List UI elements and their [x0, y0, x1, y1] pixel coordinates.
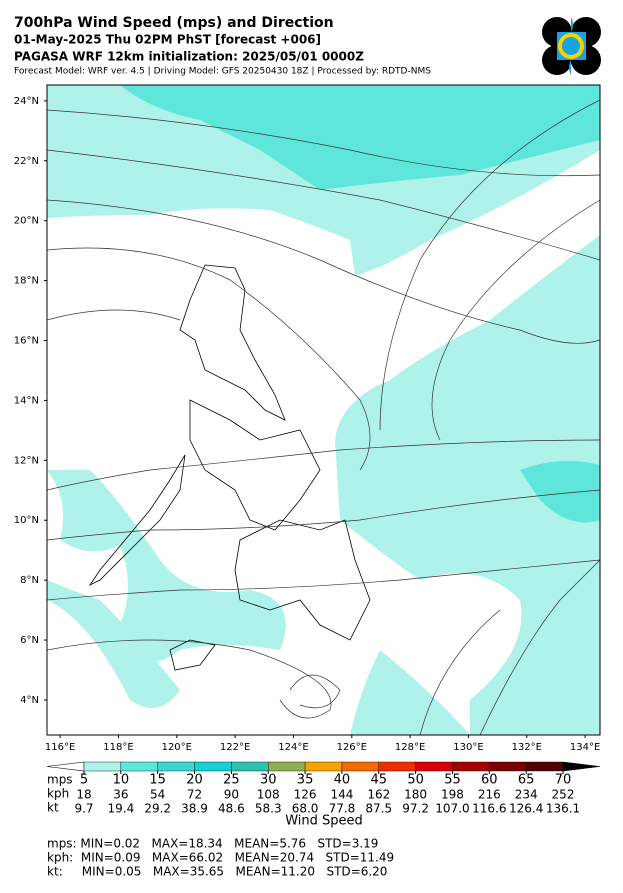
lon-label: 122°E [220, 742, 250, 753]
mps-label: 5 [80, 773, 88, 788]
map [47, 85, 600, 735]
kt-label: 58.3 [255, 802, 282, 816]
colorbar-segment [83, 761, 122, 772]
kt-label: 77.8 [329, 802, 356, 816]
kt-label: 19.4 [107, 802, 134, 816]
stats-line: mps: MIN=0.02 MAX=18.34 MEAN=5.76 STD=3.… [47, 837, 378, 851]
lat-label: 16°N [14, 336, 39, 347]
kph-label: 252 [552, 788, 575, 802]
kph-label: 36 [113, 788, 128, 802]
kt-label: 87.5 [365, 802, 392, 816]
lon-label: 116°E [45, 742, 75, 753]
colorbar-segment [452, 761, 490, 772]
lat-label: 10°N [14, 515, 39, 526]
streamlines [47, 99, 600, 735]
mps-label: 55 [444, 773, 461, 788]
lon-label: 134°E [570, 742, 600, 753]
lat-label: 20°N [14, 216, 39, 227]
stats-line: kph: MIN=0.09 MAX=66.02 MEAN=20.74 STD=1… [47, 851, 394, 865]
mps-label: 30 [260, 773, 277, 788]
lat-label: 22°N [14, 156, 39, 167]
map-frame [46, 84, 601, 736]
colorbar-under [46, 761, 85, 772]
date: 01-May-2025 Thu 02PM PhST [forecast +006… [14, 33, 321, 47]
kt-label: 116.6 [472, 802, 506, 816]
row-label: kt [47, 801, 59, 815]
mps-label: 65 [518, 773, 535, 788]
lon-label: 118°E [103, 742, 133, 753]
kt-label: 68.0 [292, 802, 319, 816]
colorbar-segment [489, 761, 527, 772]
lat-label: 12°N [14, 455, 39, 466]
kph-label: 216 [478, 788, 501, 802]
mps-label: 10 [113, 773, 130, 788]
mps-label: 70 [555, 773, 572, 788]
lat-label: 8°N [20, 575, 39, 586]
mps-label: 25 [223, 773, 240, 788]
kph-label: 198 [441, 788, 464, 802]
mps-label: 40 [334, 773, 351, 788]
kt-label: 107.0 [435, 802, 469, 816]
kt-label: 126.4 [509, 802, 543, 816]
lat-label: 4°N [20, 695, 39, 706]
kph-label: 234 [515, 788, 538, 802]
logo [542, 17, 601, 75]
kt-label: 38.9 [181, 802, 208, 816]
kph-label: 108 [257, 788, 280, 802]
lon-label: 124°E [278, 742, 308, 753]
stats-line: kt: MIN=0.05 MAX=35.65 MEAN=11.20 STD=6.… [47, 865, 387, 879]
lat-label: 14°N [14, 395, 39, 406]
kph-label: 180 [404, 788, 427, 802]
colorbar-segment [304, 761, 343, 772]
mps-label: 45 [370, 773, 387, 788]
mps-label: 35 [297, 773, 314, 788]
mps-label: 60 [481, 773, 498, 788]
row-label: kph [47, 787, 69, 801]
row-label: mps [47, 773, 73, 787]
lon-label: 126°E [337, 742, 367, 753]
lon-label: 132°E [512, 742, 542, 753]
kph-label: 18 [76, 788, 91, 802]
mps-label: 20 [186, 773, 203, 788]
lat-label: 24°N [14, 96, 39, 107]
colorbar-segment [341, 761, 379, 772]
kt-label: 9.7 [74, 802, 93, 816]
colorbar-over [562, 761, 601, 772]
kt-label: 97.2 [402, 802, 429, 816]
colorbar-label: Wind Speed [285, 814, 363, 829]
kph-label: 72 [187, 788, 202, 802]
kt-label: 29.2 [144, 802, 171, 816]
kt-label: 48.6 [218, 802, 245, 816]
colorbar-segment [157, 761, 195, 772]
kph-label: 162 [367, 788, 390, 802]
kph-label: 126 [294, 788, 317, 802]
colorbar-segment [378, 761, 416, 772]
lon-label: 120°E [162, 742, 192, 753]
colorbar-segment [120, 761, 158, 772]
mps-label: 15 [149, 773, 166, 788]
title: 700hPa Wind Speed (mps) and Direction [14, 15, 334, 31]
colorbar-segment [525, 761, 564, 772]
lon-label: 128°E [395, 742, 425, 753]
mps-label: 50 [407, 773, 424, 788]
lat-label: 6°N [20, 635, 39, 646]
lat-label: 18°N [14, 276, 39, 287]
lon-label: 130°E [453, 742, 483, 753]
kph-label: 54 [150, 788, 165, 802]
kph-label: 144 [330, 788, 353, 802]
colorbar-segment [415, 761, 453, 772]
run: PAGASA WRF 12km initialization: 2025/05/… [14, 50, 364, 64]
kt-label: 136.1 [546, 802, 580, 816]
colorbar-segment [231, 761, 269, 772]
kph-label: 90 [224, 788, 239, 802]
info: Forecast Model: WRF ver. 4.5 | Driving M… [14, 67, 431, 77]
colorbar-segment [194, 761, 232, 772]
colorbar-segment [268, 761, 306, 772]
